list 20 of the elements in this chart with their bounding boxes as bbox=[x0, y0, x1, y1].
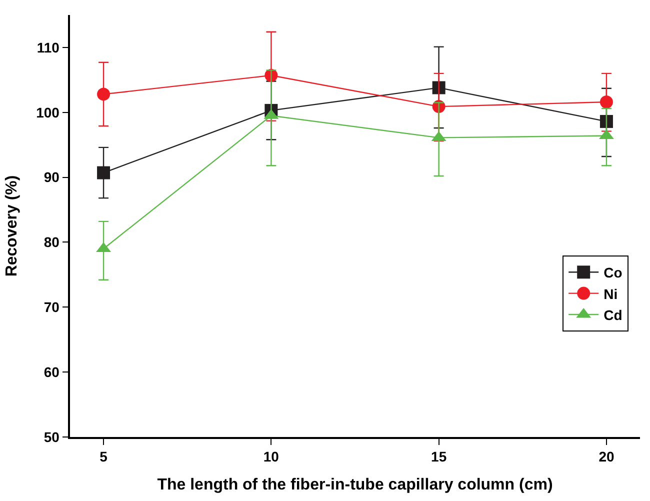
y-tick-label: 90 bbox=[44, 169, 60, 186]
x-tick-label: 15 bbox=[431, 448, 447, 465]
x-tick-label: 10 bbox=[263, 448, 280, 465]
legend-label: Ni bbox=[604, 286, 618, 302]
y-tick-label: 80 bbox=[44, 234, 60, 250]
legend-label: Cd bbox=[604, 306, 622, 323]
point bbox=[97, 88, 110, 101]
x-tick-label: 5 bbox=[100, 448, 108, 465]
point bbox=[600, 114, 613, 128]
legend-label: Co bbox=[604, 264, 622, 281]
y-axis-title: Recovery (%) bbox=[3, 175, 20, 277]
point bbox=[600, 96, 613, 108]
x-tick-label: 20 bbox=[598, 448, 614, 465]
y-tick-label: 60 bbox=[44, 364, 60, 380]
y-tick-label: 70 bbox=[44, 299, 60, 316]
y-tick-label: 110 bbox=[36, 39, 60, 56]
point bbox=[97, 166, 110, 180]
x-axis-title: The length of the fiber-in-tube capillary column (cm) bbox=[157, 476, 553, 494]
y-tick-label: 50 bbox=[44, 428, 60, 445]
y-tick-label: 100 bbox=[36, 104, 60, 120]
